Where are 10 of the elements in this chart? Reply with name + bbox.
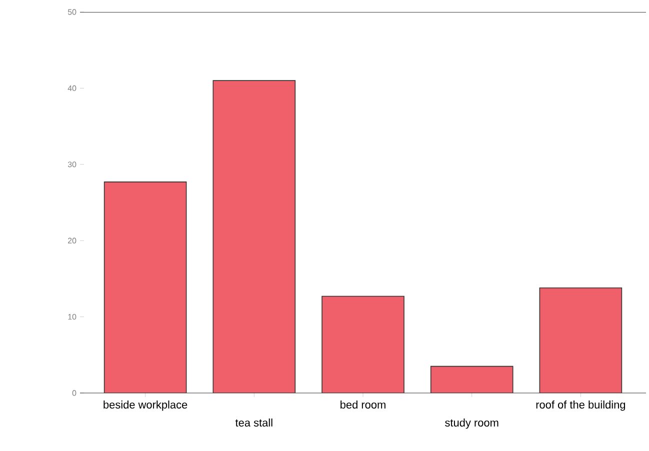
x-tick-label: roof of the building	[536, 400, 626, 411]
x-tick-label: bed room	[340, 400, 386, 409]
x-tick-label: beside workplace	[104, 400, 188, 411]
x-tick-label: tea stall	[235, 418, 272, 427]
bar	[539, 287, 622, 393]
x-tick-label: study room	[445, 418, 498, 429]
bar	[430, 366, 514, 393]
bar	[322, 296, 404, 393]
bar	[212, 80, 296, 393]
bar	[104, 182, 187, 393]
